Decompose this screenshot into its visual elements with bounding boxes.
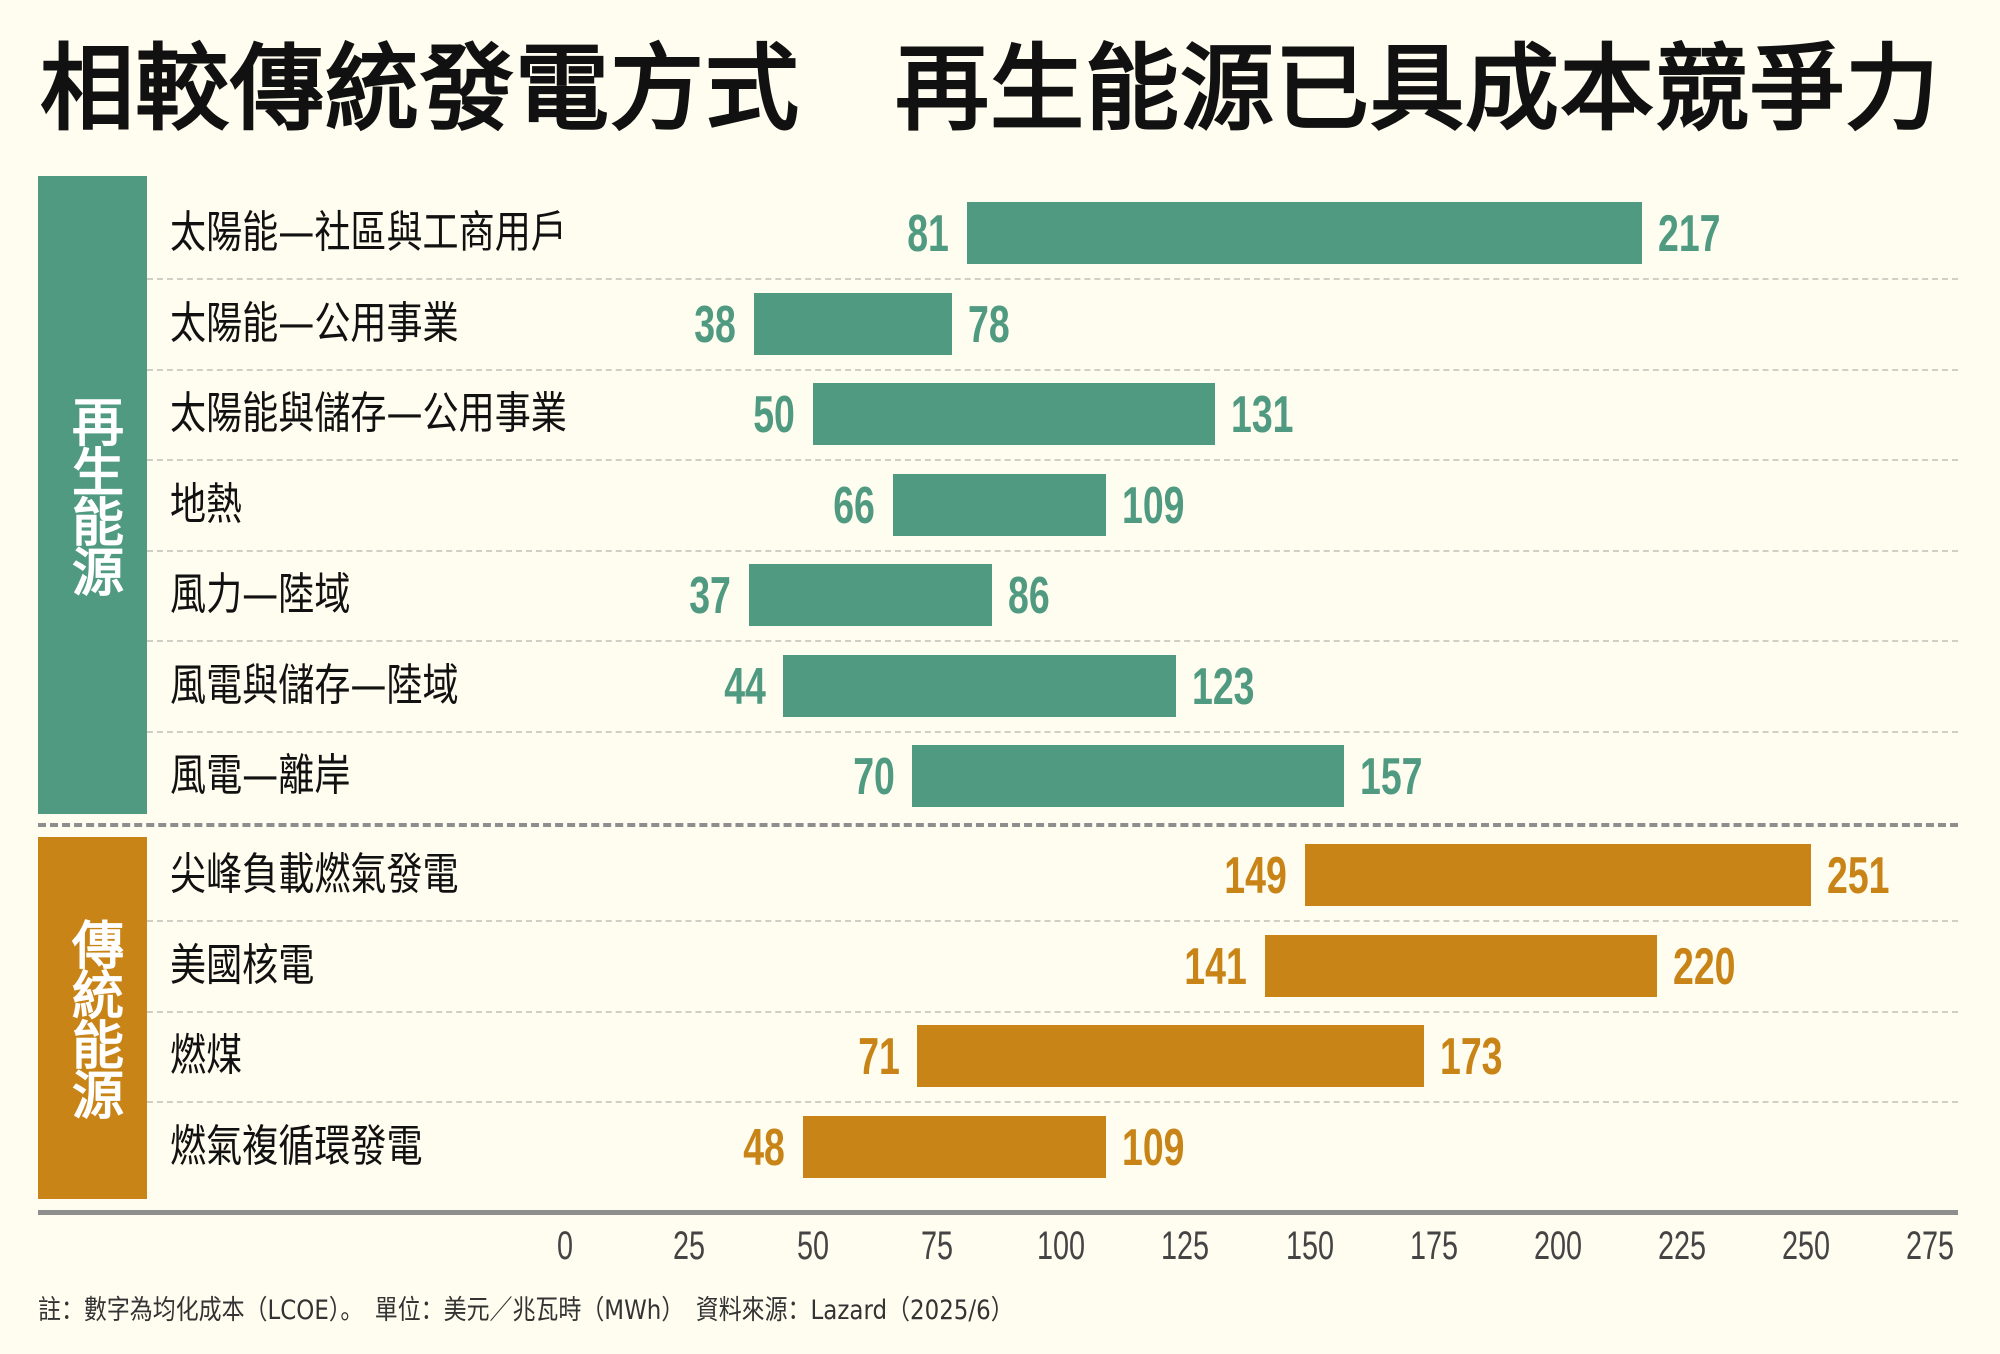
high-value-label: 123	[1191, 657, 1254, 716]
high-value-label: 86	[1007, 567, 1050, 625]
range-bar	[803, 1115, 1107, 1178]
x-axis-line	[38, 1210, 1958, 1215]
high-value-label: 173	[1439, 1028, 1503, 1086]
low-value-label: 38	[693, 295, 736, 354]
range-bar	[967, 202, 1643, 264]
row-separator	[147, 459, 1958, 462]
category-label: 太陽能—社區與工商用戶	[170, 207, 567, 258]
row-separator	[147, 1101, 1958, 1104]
row-separator	[147, 730, 1958, 733]
category-label: 燃氣複循環發電	[170, 1120, 423, 1172]
category-label: 地熱	[170, 478, 243, 530]
category-label: 燃煤	[170, 1030, 243, 1081]
high-value-label: 217	[1658, 205, 1721, 263]
range-bar	[813, 383, 1216, 445]
row-separator	[147, 920, 1958, 923]
range-bar	[1264, 934, 1657, 997]
x-tick-label: 175	[1409, 1224, 1458, 1268]
low-value-label: 50	[753, 386, 796, 444]
x-tick-label: 50	[797, 1224, 830, 1268]
low-value-label: 66	[832, 476, 875, 535]
low-value-label: 71	[857, 1028, 900, 1086]
low-value-label: 141	[1184, 937, 1247, 996]
range-bar	[748, 564, 992, 626]
row-separator	[147, 549, 1958, 552]
low-value-label: 44	[723, 657, 766, 716]
x-tick-label: 275	[1905, 1224, 1955, 1268]
category-label: 風電與儲存—陸域	[170, 659, 459, 711]
footnote: 註：數字為均化成本（LCOE）。 單位：美元／兆瓦時（MWh） 資料來源：Laz…	[38, 1295, 1014, 1326]
x-tick-label: 225	[1657, 1224, 1706, 1268]
low-value-label: 37	[689, 567, 731, 625]
group-label: 傳統能源	[62, 918, 123, 1118]
low-value-label: 48	[743, 1118, 786, 1177]
x-tick-label: 100	[1037, 1224, 1086, 1268]
low-value-label: 70	[852, 748, 895, 806]
group-label-box: 傳統能源	[38, 837, 147, 1199]
range-bar	[912, 745, 1345, 807]
chart-title: 相較傳統發電方式 再生能源已具成本競爭力	[40, 35, 1941, 144]
x-tick-label: 250	[1781, 1224, 1830, 1268]
row-separator	[147, 640, 1958, 643]
low-value-label: 149	[1224, 847, 1287, 905]
range-bar	[1304, 844, 1811, 906]
row-separator	[147, 278, 1958, 281]
row-separator	[147, 1010, 1958, 1013]
group-divider	[38, 823, 1958, 827]
x-tick-label: 125	[1161, 1224, 1210, 1268]
range-bar	[917, 1025, 1424, 1087]
x-tick-label: 0	[556, 1224, 574, 1268]
category-label: 風電—離岸	[170, 750, 351, 801]
high-value-label: 131	[1231, 386, 1294, 444]
range-bar	[892, 473, 1107, 536]
high-value-label: 251	[1826, 847, 1890, 905]
high-value-label: 109	[1122, 1118, 1185, 1177]
range-bar	[783, 654, 1176, 717]
x-tick-label: 75	[921, 1224, 954, 1268]
category-label: 太陽能與儲存—公用事業	[170, 388, 567, 439]
range-bar	[753, 292, 953, 355]
x-tick-label: 25	[673, 1224, 706, 1268]
x-tick-label: 150	[1285, 1224, 1334, 1268]
category-label: 太陽能—公用事業	[170, 297, 459, 349]
low-value-label: 81	[907, 205, 950, 263]
category-label: 美國核電	[170, 939, 315, 991]
category-label: 風力—陸域	[170, 569, 351, 620]
high-value-label: 78	[968, 295, 1010, 354]
high-value-label: 157	[1360, 748, 1423, 806]
group-label-box: 再生能源	[38, 176, 147, 814]
row-separator	[147, 368, 1958, 371]
high-value-label: 220	[1673, 937, 1736, 996]
category-label: 尖峰負載燃氣發電	[170, 849, 459, 900]
group-label: 再生能源	[62, 395, 123, 595]
x-tick-label: 200	[1533, 1224, 1582, 1268]
high-value-label: 109	[1122, 476, 1185, 535]
